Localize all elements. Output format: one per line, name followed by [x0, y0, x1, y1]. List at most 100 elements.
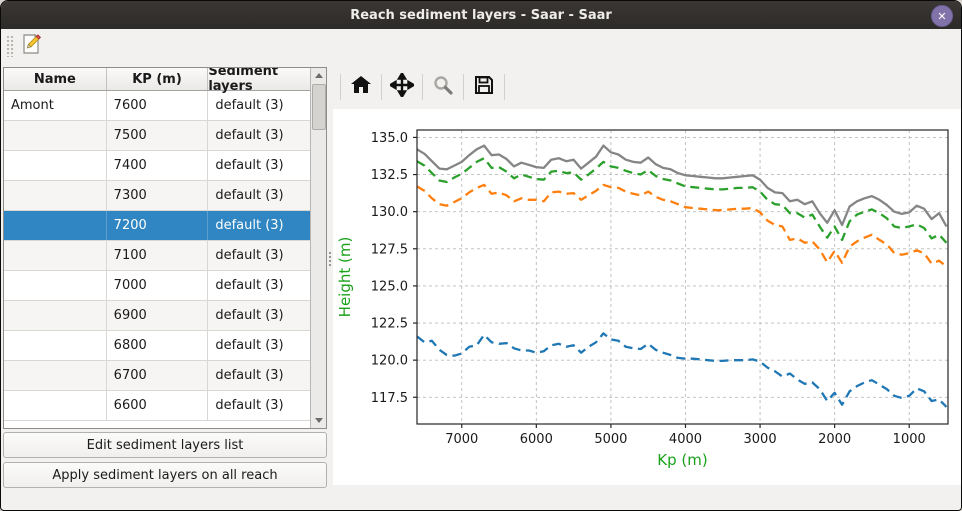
height-profile-chart: 7000 6000 5000 4000 3000 2000 1000 135.0 132.5 13…: [336, 129, 949, 469]
sediment-table-frame: Name KP (m) Sediment layers Amont 7600 defaul…: [3, 67, 327, 429]
close-icon: ✕: [937, 9, 947, 23]
chart-canvas[interactable]: 7000 6000 5000 4000 3000 2000 1000 135.0 132.5 13…: [333, 109, 961, 485]
x-tick-label: 5000: [594, 432, 627, 447]
table-cell[interactable]: default (3): [215, 308, 284, 323]
table-cell[interactable]: [4, 271, 107, 300]
home-button[interactable]: [348, 74, 374, 100]
x-tick-label: 4000: [669, 432, 702, 447]
table-row-partial: [4, 421, 310, 428]
main-toolbar: [1, 29, 961, 63]
scroll-down-arrow-icon[interactable]: [311, 413, 326, 428]
x-tick-label: 6000: [520, 432, 553, 447]
edit-sediment-layers-list-button[interactable]: Edit sediment layers list: [3, 432, 327, 458]
table-cell[interactable]: 6700: [107, 361, 209, 390]
x-tick-label: 1000: [893, 432, 926, 447]
table-row[interactable]: 6700 default (3): [4, 361, 310, 391]
y-tick-label: 127.5: [371, 242, 408, 257]
green-dashed-line: [416, 157, 948, 244]
home-icon: [350, 74, 372, 100]
table-cell[interactable]: [4, 301, 107, 330]
y-tick-label: 122.5: [371, 317, 408, 332]
table-cell[interactable]: 6900: [107, 301, 209, 330]
y-axis-label: Height (m): [336, 237, 354, 318]
pan-button[interactable]: [388, 71, 416, 101]
column-header[interactable]: KP (m): [107, 68, 209, 90]
scrollbar-thumb[interactable]: [312, 84, 326, 130]
zoom-button[interactable]: [430, 74, 456, 100]
pan-move-icon: [388, 71, 416, 101]
x-tick-label: 3000: [744, 432, 777, 447]
table-scrollbar[interactable]: [310, 68, 326, 428]
save-button[interactable]: [471, 74, 497, 100]
table-cell[interactable]: 6800: [107, 331, 209, 360]
toolbar-drag-handle[interactable]: [6, 35, 13, 57]
y-tick-label: 120.0: [371, 354, 408, 369]
table-row[interactable]: 6900 default (3): [4, 301, 310, 331]
table-cell[interactable]: 7400: [107, 151, 209, 180]
y-tick-label: 125.0: [371, 279, 408, 294]
table-header-row: Name KP (m) Sediment layers: [4, 68, 310, 94]
plot-panel: 7000 6000 5000 4000 3000 2000 1000 135.0 132.5 13…: [331, 63, 961, 510]
y-tick-label: 132.5: [371, 168, 408, 183]
table-cell[interactable]: 7500: [107, 121, 209, 150]
x-tick-label: 2000: [818, 432, 851, 447]
table-cell[interactable]: [4, 391, 107, 420]
apply-sediment-layers-button[interactable]: Apply sediment layers on all reach: [3, 462, 327, 488]
table-cell[interactable]: [4, 361, 107, 390]
table-cell[interactable]: 7300: [107, 181, 209, 210]
y-tick-label: 117.5: [371, 391, 408, 406]
y-tick-label: 130.0: [371, 205, 408, 220]
table-cell[interactable]: Amont: [4, 91, 107, 120]
table-cell[interactable]: default (3): [215, 188, 284, 203]
window-title: Reach sediment layers - Saar - Saar: [350, 7, 612, 23]
table-cell[interactable]: default (3): [215, 158, 284, 173]
table-cell[interactable]: [4, 151, 107, 180]
table-row[interactable]: 7400 default (3): [4, 151, 310, 181]
table-row[interactable]: 7300 default (3): [4, 181, 310, 211]
table-cell[interactable]: [4, 121, 107, 150]
column-header[interactable]: Name: [4, 68, 107, 90]
orange-dashed-line: [416, 183, 948, 268]
sediment-table[interactable]: Name KP (m) Sediment layers Amont 7600 defaul…: [4, 68, 310, 428]
table-cell[interactable]: 7200: [107, 211, 209, 240]
edit-sediment-layers-button[interactable]: [16, 31, 46, 61]
table-cell[interactable]: 6600: [107, 391, 209, 420]
table-cell[interactable]: default (3): [215, 218, 284, 233]
table-cell[interactable]: default (3): [215, 98, 284, 113]
magnifier-icon: [432, 74, 454, 100]
table-cell[interactable]: default (3): [215, 368, 284, 383]
table-cell[interactable]: [4, 241, 107, 270]
table-row[interactable]: 7000 default (3): [4, 271, 310, 301]
table-cell[interactable]: default (3): [215, 128, 284, 143]
table-row[interactable]: 7200 default (3): [4, 211, 310, 241]
table-cell[interactable]: [4, 181, 107, 210]
table-cell[interactable]: [4, 331, 107, 360]
y-tick-label: 135.0: [371, 131, 408, 146]
table-row[interactable]: Amont 7600 default (3): [4, 91, 310, 121]
grey-solid-line: [416, 144, 948, 228]
table-cell[interactable]: 7100: [107, 241, 209, 270]
table-row[interactable]: 6600 default (3): [4, 391, 310, 421]
x-tick-label: 7000: [445, 432, 478, 447]
table-cell[interactable]: default (3): [215, 338, 284, 353]
save-floppy-icon: [473, 74, 495, 100]
close-button[interactable]: ✕: [931, 5, 953, 27]
scroll-up-arrow-icon[interactable]: [311, 68, 326, 83]
table-cell[interactable]: default (3): [215, 248, 284, 263]
table-row[interactable]: 7100 default (3): [4, 241, 310, 271]
table-cell[interactable]: default (3): [215, 398, 284, 413]
plot-toolbar: [333, 71, 512, 103]
blue-dashed-line: [416, 332, 948, 408]
edit-document-icon: [19, 32, 43, 60]
table-cell[interactable]: [4, 211, 107, 240]
column-header[interactable]: Sediment layers: [208, 68, 279, 94]
title-bar[interactable]: Reach sediment layers - Saar - Saar ✕: [1, 1, 961, 29]
x-axis-label: Kp (m): [657, 451, 707, 469]
table-row[interactable]: 7500 default (3): [4, 121, 310, 151]
table-cell[interactable]: 7600: [107, 91, 209, 120]
panel-splitter-handle[interactable]: [328, 251, 332, 267]
table-cell[interactable]: 7000: [107, 271, 209, 300]
table-cell[interactable]: default (3): [215, 278, 284, 293]
table-row[interactable]: 6800 default (3): [4, 331, 310, 361]
